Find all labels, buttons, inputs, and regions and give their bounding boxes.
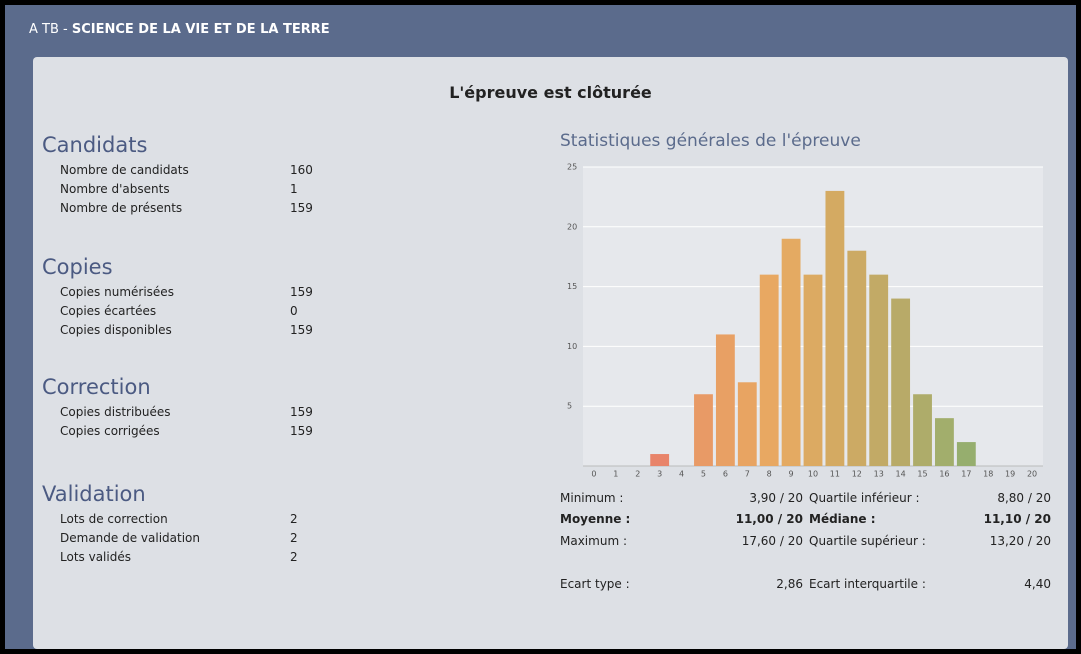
- stat-label: Médiane :: [809, 512, 876, 526]
- bar: [715, 334, 735, 466]
- stat-label: Minimum :: [560, 491, 624, 505]
- stat-value: 2,86: [776, 577, 803, 591]
- x-tick-label: 15: [917, 470, 927, 478]
- section-title: Candidats: [42, 133, 148, 157]
- x-tick-label: 7: [745, 470, 750, 478]
- chart-title: Statistiques générales de l'épreuve: [560, 131, 861, 151]
- row-value: 159: [290, 285, 313, 299]
- stat-label: Quartile supérieur :: [809, 534, 926, 548]
- x-tick-label: 1: [613, 470, 618, 478]
- row-value: 160: [290, 163, 313, 177]
- row-label: Copies écartées: [60, 304, 157, 318]
- bar: [869, 274, 889, 466]
- bar: [759, 274, 779, 466]
- row-label: Demande de validation: [60, 531, 200, 545]
- stat-label: Quartile inférieur :: [809, 491, 920, 505]
- row-label: Nombre de présents: [60, 201, 183, 215]
- x-tick-label: 17: [961, 470, 971, 478]
- stat-value: 11,00 / 20: [735, 512, 803, 526]
- x-tick-label: 11: [830, 470, 840, 478]
- row-label: Lots validés: [60, 550, 131, 564]
- y-tick-label: 25: [567, 163, 577, 172]
- bar: [781, 238, 801, 466]
- panel: L'épreuve est clôturée Statistiques géné…: [33, 57, 1068, 649]
- stat-value: 11,10 / 20: [983, 512, 1051, 526]
- stat-label: Ecart interquartile :: [809, 577, 926, 591]
- x-tick-label: 20: [1027, 470, 1037, 478]
- row-label: Copies distribuées: [60, 405, 171, 419]
- stat-label: Ecart type :: [560, 577, 630, 591]
- status-title: L'épreuve est clôturée: [449, 83, 652, 102]
- row-value: 159: [290, 323, 313, 337]
- x-tick-label: 13: [874, 470, 884, 478]
- row-label: Copies numérisées: [60, 285, 174, 299]
- row-label: Nombre d'absents: [60, 182, 170, 196]
- x-tick-label: 5: [701, 470, 706, 478]
- row-value: 159: [290, 201, 313, 215]
- bar: [956, 442, 976, 466]
- stat-label: Moyenne :: [560, 512, 631, 526]
- x-tick-label: 0: [591, 470, 596, 478]
- bar: [913, 394, 932, 466]
- y-tick-label: 10: [567, 342, 577, 351]
- bar: [847, 250, 867, 466]
- row-label: Copies corrigées: [60, 424, 160, 438]
- section-title: Validation: [42, 482, 146, 506]
- stat-value: 13,20 / 20: [989, 534, 1051, 548]
- stat-value: 8,80 / 20: [997, 491, 1051, 505]
- row-label: Copies disponibles: [60, 323, 172, 337]
- row-value: 1: [290, 182, 298, 196]
- row-label: Nombre de candidats: [60, 163, 189, 177]
- bar: [803, 274, 823, 466]
- x-tick-label: 14: [896, 470, 906, 478]
- row-value: 159: [290, 424, 313, 438]
- x-tick-label: 10: [808, 470, 818, 478]
- header: A TB - SCIENCE DE LA VIE ET DE LA TERRE: [29, 22, 330, 37]
- x-tick-label: 8: [767, 470, 772, 478]
- stat-value: 3,90 / 20: [749, 491, 803, 505]
- row-value: 2: [290, 512, 298, 526]
- bar: [650, 454, 670, 466]
- stat-label: Maximum :: [560, 534, 627, 548]
- x-tick-label: 18: [983, 470, 993, 478]
- x-tick-label: 19: [1005, 470, 1015, 478]
- x-tick-label: 3: [657, 470, 662, 478]
- stat-value: 4,40: [1024, 577, 1051, 591]
- bar: [694, 394, 713, 466]
- header-subject: SCIENCE DE LA VIE ET DE LA TERRE: [71, 22, 330, 37]
- bar: [825, 190, 845, 467]
- x-tick-label: 16: [939, 470, 949, 478]
- y-tick-label: 5: [567, 402, 572, 411]
- section-title: Copies: [42, 255, 113, 279]
- row-value: 0: [290, 304, 298, 318]
- x-tick-label: 9: [789, 470, 794, 478]
- y-tick-label: 20: [567, 222, 577, 231]
- bar: [737, 382, 757, 466]
- x-tick-label: 12: [852, 470, 862, 478]
- x-tick-label: 2: [635, 470, 640, 478]
- row-value: 2: [290, 550, 298, 564]
- x-tick-label: 6: [723, 470, 728, 478]
- row-value: 2: [290, 531, 298, 545]
- row-value: 159: [290, 405, 313, 419]
- bar: [935, 418, 954, 466]
- x-tick-label: 4: [679, 470, 684, 478]
- header-prefix: A TB -: [29, 22, 72, 37]
- bar: [891, 298, 911, 466]
- y-tick-label: 15: [567, 282, 577, 291]
- row-label: Lots de correction: [60, 512, 168, 526]
- section-title: Correction: [42, 375, 151, 399]
- stat-value: 17,60 / 20: [741, 534, 803, 548]
